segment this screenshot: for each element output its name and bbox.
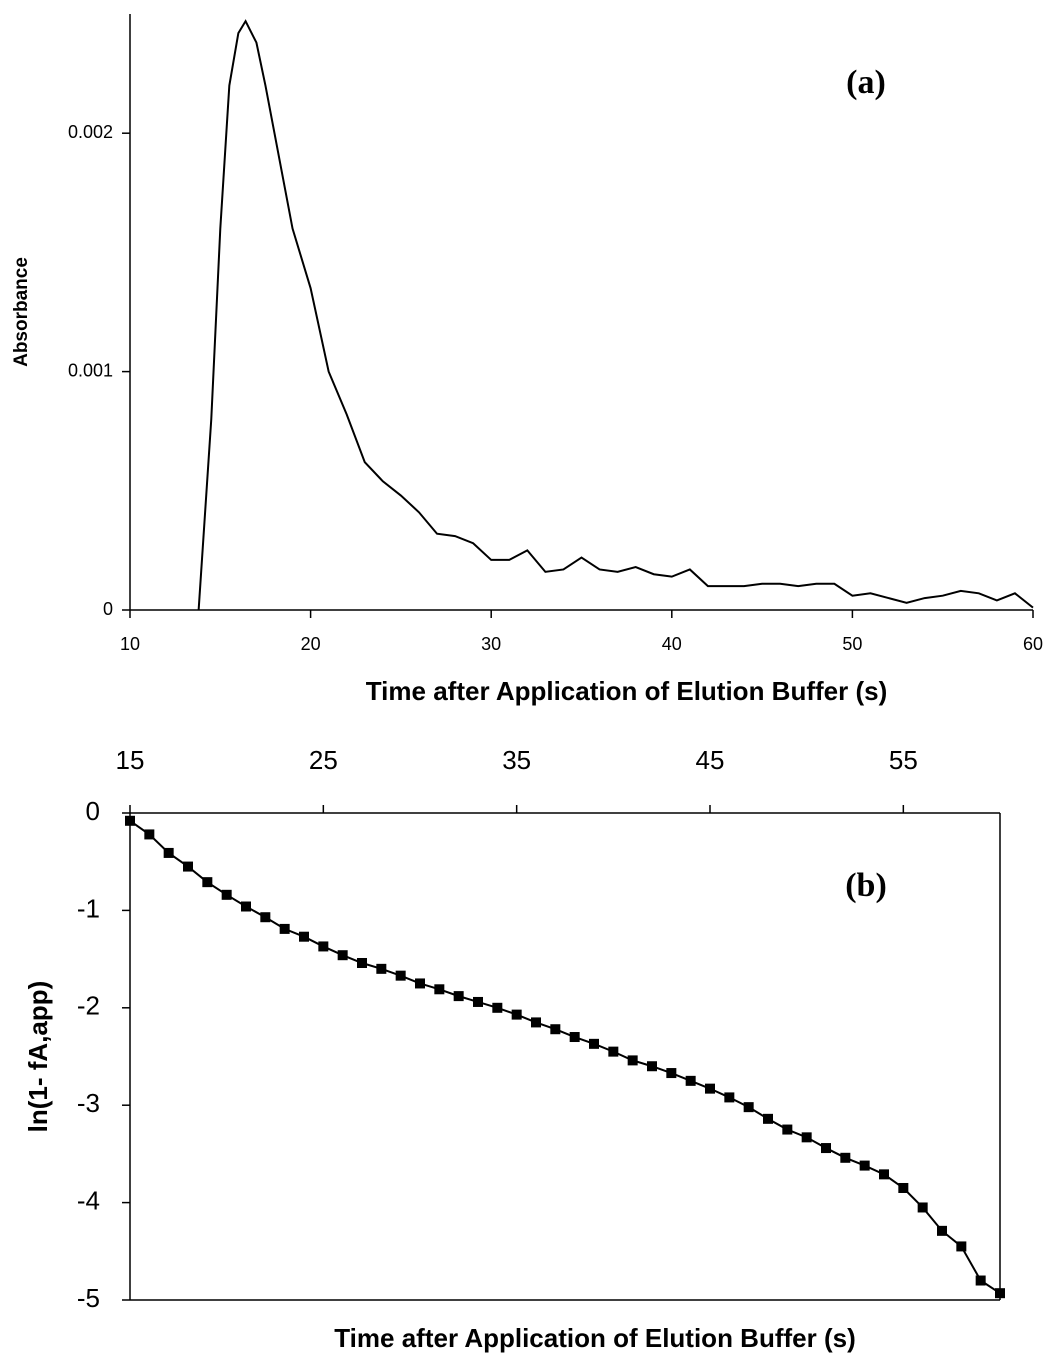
marker [453,991,464,1002]
marker [318,941,329,952]
y-tick-label: -5 [77,1283,100,1313]
marker [763,1113,773,1124]
marker [569,1032,580,1043]
marker [937,1225,947,1236]
marker [608,1046,619,1057]
marker [705,1083,715,1094]
marker [840,1152,851,1163]
marker [415,978,425,989]
marker [898,1182,909,1193]
marker [859,1160,870,1171]
marker [801,1132,812,1143]
marker [879,1169,889,1180]
marker [395,970,406,981]
x-axis-label: Time after Application of Elution Buffer… [334,1323,855,1353]
y-tick-label: 0.001 [68,360,113,380]
marker [685,1075,696,1086]
y-tick-label: 0 [103,599,113,619]
marker [221,889,232,900]
marker [337,950,348,961]
marker [357,957,367,968]
marker [376,963,387,974]
y-axis-label: Absorbance [11,257,32,367]
x-tick-label: 40 [662,634,682,654]
line [129,819,1001,1295]
line [197,19,1034,611]
x-axis-label: Time after Application of Elution Buffer… [366,676,887,706]
annotation: (a) [846,64,886,101]
x-tick-label: 30 [481,634,501,654]
x-tick-label: 20 [301,634,321,654]
marker [666,1068,677,1079]
y-tick-label: -2 [77,991,100,1021]
marker [743,1102,754,1113]
marker [511,1009,522,1020]
marker [995,1288,1005,1299]
marker [782,1124,793,1135]
y-tick-label: -3 [77,1088,100,1118]
marker [183,861,193,872]
annotation: (b) [845,867,887,904]
y-tick-label: 0.002 [68,122,113,142]
marker [975,1275,986,1286]
marker [531,1017,541,1028]
marker [125,815,135,826]
x-tick-label: 35 [502,745,531,775]
x-tick-label: 10 [120,634,140,654]
y-tick-label: 0 [86,796,100,826]
x-tick-label: 15 [116,745,145,775]
marker [144,829,155,840]
y-tick-label: -4 [77,1185,100,1215]
x-tick-label: 45 [696,745,725,775]
x-tick-label: 55 [889,745,918,775]
x-tick-label: 60 [1023,634,1043,654]
marker [434,984,445,995]
marker [299,931,309,942]
marker [647,1061,657,1072]
marker [956,1241,967,1252]
marker [724,1092,735,1103]
marker [550,1024,561,1035]
y-tick-label: -1 [77,893,100,923]
y-axis-label: ln(1- fA,app) [23,981,53,1133]
marker [163,847,174,858]
marker [473,996,483,1007]
marker [917,1202,928,1213]
marker [241,901,251,912]
marker [260,912,271,923]
x-tick-label: 50 [842,634,862,654]
marker [627,1055,638,1066]
marker [589,1038,599,1049]
x-tick-label: 25 [309,745,338,775]
marker [202,877,213,888]
marker [279,923,290,934]
marker [821,1143,831,1154]
marker [492,1002,503,1013]
